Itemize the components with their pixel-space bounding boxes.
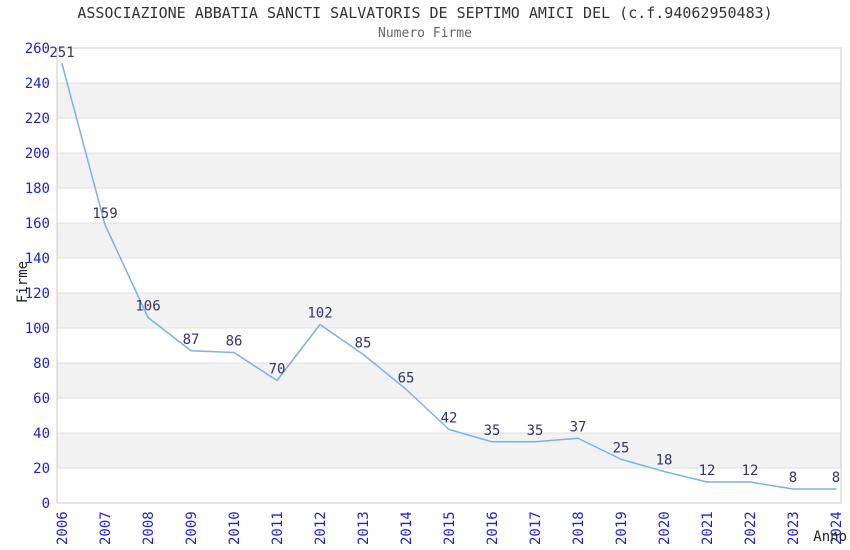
svg-text:2017: 2017 — [528, 511, 544, 545]
svg-text:160: 160 — [25, 216, 50, 232]
svg-text:220: 220 — [25, 111, 50, 127]
svg-text:2019: 2019 — [614, 511, 630, 545]
svg-text:35: 35 — [527, 423, 544, 439]
svg-text:2009: 2009 — [184, 511, 200, 545]
x-tick-labels: 2006 2007 2008 2009 2010 2011 2012 2013 2014 2015… — [55, 511, 845, 545]
svg-text:87: 87 — [183, 332, 200, 348]
svg-text:240: 240 — [25, 76, 50, 92]
svg-text:2007: 2007 — [98, 511, 114, 545]
svg-text:102: 102 — [307, 306, 332, 322]
svg-text:2022: 2022 — [743, 511, 759, 545]
svg-text:2021: 2021 — [700, 511, 716, 545]
svg-text:20: 20 — [33, 461, 50, 477]
svg-text:2020: 2020 — [657, 511, 673, 545]
svg-text:8: 8 — [832, 470, 840, 486]
svg-text:140: 140 — [25, 251, 50, 267]
svg-text:18: 18 — [656, 453, 673, 469]
svg-text:2013: 2013 — [356, 511, 372, 545]
svg-text:85: 85 — [355, 335, 372, 351]
svg-text:2008: 2008 — [141, 511, 157, 545]
svg-text:80: 80 — [33, 356, 50, 372]
svg-text:12: 12 — [742, 463, 759, 479]
svg-text:37: 37 — [570, 419, 587, 435]
svg-text:86: 86 — [226, 334, 243, 350]
svg-text:65: 65 — [398, 370, 415, 386]
y-tick-labels: 0 20 40 60 80 100 120 140 160 180 200 220 240 260 — [25, 41, 50, 512]
svg-text:2012: 2012 — [313, 511, 329, 545]
svg-text:100: 100 — [25, 321, 50, 337]
svg-text:120: 120 — [25, 286, 50, 302]
svg-text:200: 200 — [25, 146, 50, 162]
svg-text:2023: 2023 — [786, 511, 802, 545]
svg-text:12: 12 — [699, 463, 716, 479]
series-line — [61, 63, 837, 490]
svg-text:251: 251 — [49, 45, 74, 61]
svg-text:2010: 2010 — [227, 511, 243, 545]
svg-text:8: 8 — [789, 470, 797, 486]
svg-text:260: 260 — [25, 41, 50, 57]
svg-text:2011: 2011 — [270, 511, 286, 545]
svg-text:25: 25 — [613, 440, 630, 456]
svg-text:2015: 2015 — [442, 511, 458, 545]
svg-text:60: 60 — [33, 391, 50, 407]
svg-text:2006: 2006 — [55, 511, 71, 545]
y-axis-label: Firme — [15, 261, 31, 303]
plot-border — [56, 47, 842, 504]
chart-title: ASSOCIAZIONE ABBATIA SANCTI SALVATORIS D… — [77, 4, 773, 22]
plot-bands — [57, 83, 841, 468]
svg-text:35: 35 — [484, 423, 501, 439]
svg-text:159: 159 — [92, 206, 117, 222]
svg-text:106: 106 — [135, 299, 160, 315]
svg-text:40: 40 — [33, 426, 50, 442]
point-labels: 251 159 106 87 86 70 102 85 65 42 35 35 37 25 18 12 12 8 8 — [49, 45, 840, 486]
x-axis-label: Anno — [813, 529, 847, 545]
chart-subtitle: Numero Firme — [378, 26, 472, 41]
svg-text:2024: 2024 — [829, 511, 845, 545]
svg-text:2014: 2014 — [399, 511, 415, 545]
svg-text:2016: 2016 — [485, 511, 501, 545]
svg-text:180: 180 — [25, 181, 50, 197]
svg-text:70: 70 — [269, 362, 286, 378]
svg-text:2018: 2018 — [571, 511, 587, 545]
svg-text:0: 0 — [42, 496, 50, 512]
svg-text:42: 42 — [441, 411, 458, 427]
